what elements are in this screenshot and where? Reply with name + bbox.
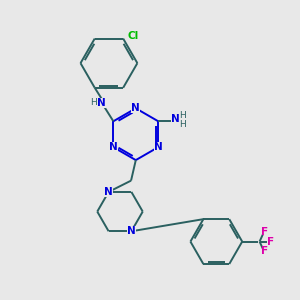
Text: N: N [127, 226, 136, 236]
Text: N: N [131, 103, 140, 113]
Text: N: N [104, 187, 113, 197]
Text: H: H [179, 120, 186, 129]
Text: N: N [109, 142, 118, 152]
Text: F: F [261, 246, 268, 256]
Text: N: N [97, 98, 106, 108]
Text: F: F [261, 227, 268, 237]
Text: H: H [91, 98, 97, 107]
Text: N: N [171, 114, 180, 124]
Text: Cl: Cl [128, 31, 139, 41]
Text: N: N [154, 142, 163, 152]
Text: F: F [267, 237, 274, 247]
Text: H: H [179, 111, 186, 120]
